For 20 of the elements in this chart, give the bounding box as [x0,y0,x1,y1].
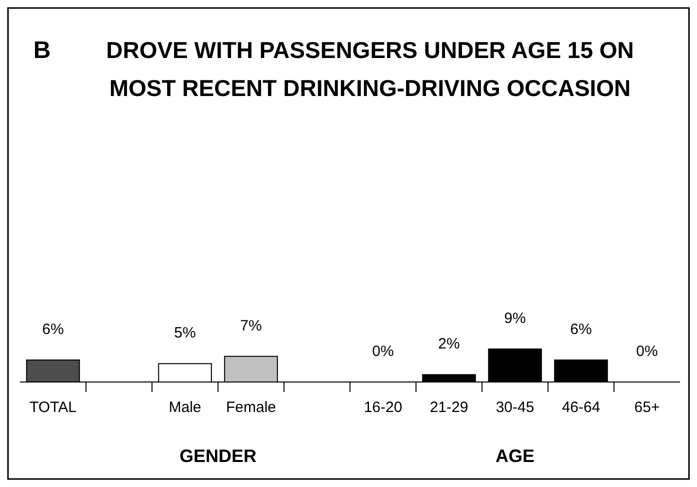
text: GENDER [179,446,257,466]
x-tick-label: 30-45 [496,399,534,416]
x-tick-label: Male [168,399,202,416]
data-label: 9% [504,310,526,327]
data-label: 5% [174,324,196,342]
x-tick-label: 21-29 [430,399,468,416]
data-label: 2% [438,336,460,353]
data-label: 7% [240,317,262,334]
text: B [33,37,51,64]
x-tick-label: TOTAL [30,399,76,416]
data-label: 0% [636,343,658,360]
text: AGE [495,446,535,466]
data-label: 6% [570,321,592,338]
x-tick-label: 46-64 [562,399,600,416]
data-label: 0% [372,343,394,360]
data-label: 6% [42,321,64,338]
x-tick-label: 16-20 [364,399,402,416]
chart-title: DROVE WITH PASSENGERS UNDER AGE 15 ON MOST RECENT DRINKING-DRIVING OCCASION [106,37,634,101]
x-tick-label: Female [226,399,276,416]
x-tick-label: 65+ [634,399,660,416]
